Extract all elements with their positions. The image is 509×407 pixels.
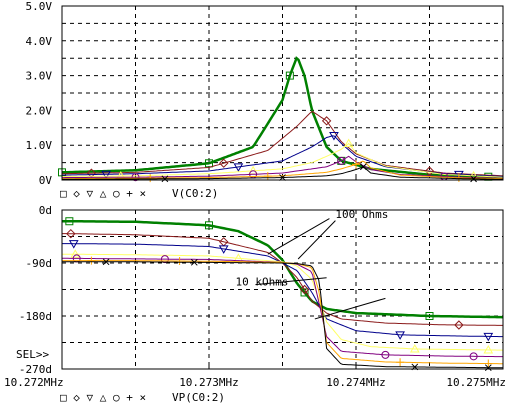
lower-series-4-marker — [409, 343, 420, 353]
upper-series-3-marker — [101, 170, 111, 180]
lower-series-7-marker — [102, 258, 110, 266]
upper-series-6-marker — [146, 174, 155, 183]
lower-annotations: 100 Ohms 10 kOhms — [235, 208, 388, 320]
lower-y-tick-label: -270d — [19, 363, 52, 376]
lower-series-3-marker — [395, 331, 405, 340]
lower-y-tick-label: -90d — [26, 257, 53, 270]
upper-series-1-marker — [285, 71, 294, 80]
x-tick-label: 10.272MHz — [4, 376, 64, 389]
lower-y-tick-labels: 0d -90d -180d -270d — [19, 204, 52, 376]
lower-series-5-marker — [469, 352, 478, 361]
lower-series-2-marker — [299, 284, 310, 295]
upper-series-2-marker — [218, 158, 229, 168]
upper-grid — [61, 6, 504, 180]
upper-y-tick-label: 3.0V — [26, 70, 53, 83]
annotation-label: 10 kOhms — [235, 275, 288, 288]
x-tick-labels: 10.272MHz 10.273MHz 10.274MHz 10.275MHz — [4, 376, 506, 389]
upper-series-5-line — [62, 155, 504, 179]
upper-y-tick-label: 1.0V — [26, 139, 53, 152]
upper-series-1-marker — [205, 159, 213, 168]
lower-series-6-marker — [87, 256, 96, 265]
upper-series-6-marker — [352, 160, 360, 169]
upper-series-4-line — [62, 142, 504, 178]
upper-series-7-marker — [359, 163, 367, 171]
lower-legend-markers: □ ◇ ▽ △ ○ + × — [60, 391, 146, 404]
lower-series-2-marker — [66, 228, 76, 239]
upper-series-5-marker — [131, 173, 140, 182]
upper-series-5-marker — [337, 156, 346, 165]
upper-y-tick-label: 2.0V — [26, 104, 53, 117]
lower-series-1-marker — [205, 221, 213, 230]
lower-series-6-marker — [484, 359, 493, 368]
lower-series-5-marker — [381, 350, 390, 359]
annotation-arrow — [314, 297, 386, 320]
upper-y-tick-label: 0V — [39, 174, 53, 187]
lower-series-3-marker — [68, 240, 79, 249]
lower-series-4-marker — [483, 344, 494, 354]
lower-series-7-line — [62, 261, 503, 369]
lower-series-1-marker — [425, 312, 434, 320]
upper-legend-markers: □ ◇ ▽ △ ○ + × — [60, 187, 146, 200]
lower-series-1-marker — [65, 217, 74, 226]
x-tick-label: 10.274MHz — [326, 376, 386, 389]
upper-series-2-marker — [424, 166, 435, 176]
annotation-arrow — [267, 218, 330, 255]
upper-series-6-marker — [263, 172, 272, 181]
lower-series-6-marker — [175, 256, 184, 265]
upper-legend-label: V(C0:2) — [172, 187, 218, 200]
lower-series-7-marker — [484, 364, 492, 372]
lower-legend[interactable]: □ ◇ ▽ △ ○ + × VP(C0:2) — [60, 391, 225, 404]
lower-legend-label: VP(C0:2) — [172, 391, 225, 404]
upper-series-7-marker — [470, 175, 477, 183]
upper-series-2-marker — [321, 116, 332, 126]
lower-series-6-line — [62, 260, 503, 365]
lower-series-1-line — [62, 219, 504, 319]
annotation-arrow — [297, 220, 336, 260]
lower-frame — [61, 209, 504, 370]
upper-y-tick-label: 5.0V — [26, 0, 53, 13]
upper-series — [58, 56, 504, 183]
annotation-arrow — [255, 277, 327, 286]
lower-series-4-line — [62, 253, 504, 351]
upper-panel: 0V 1.0V 2.0V 3.0V 4.0V 5.0V □ ◇ ▽ △ ○ + × V(C… — [26, 0, 504, 200]
upper-series-4-marker — [343, 138, 354, 147]
x-tick-label: 10.273MHz — [179, 376, 239, 389]
upper-series-3-marker — [233, 163, 244, 172]
lower-series-3-marker — [483, 332, 494, 342]
lower-series-6-marker — [396, 358, 405, 367]
lower-series-7-marker — [190, 258, 198, 266]
upper-y-tick-labels: 0V 1.0V 2.0V 3.0V 4.0V 5.0V — [26, 0, 53, 187]
lower-series-3-marker — [218, 245, 229, 254]
upper-series-3-marker — [329, 131, 339, 141]
lower-y-tick-label: 0d — [39, 204, 52, 217]
x-tick-label: 10.275MHz — [446, 376, 506, 389]
lower-grid — [61, 210, 504, 369]
upper-legend[interactable]: □ ◇ ▽ △ ○ + × V(C0:2) — [60, 187, 218, 200]
annotation-label: 100 Ohms — [335, 208, 388, 221]
upper-series-6-marker — [454, 173, 463, 182]
lower-series-5-marker — [160, 255, 169, 264]
upper-y-tick-label: 4.0V — [26, 35, 53, 48]
lower-series-4-marker — [70, 249, 81, 258]
upper-series-7-marker — [161, 175, 169, 183]
upper-series-6-line — [62, 160, 503, 180]
lower-series-2-marker — [454, 320, 464, 330]
upper-frame — [61, 5, 504, 181]
lower-y-tick-label: -180d — [19, 310, 52, 323]
lower-series — [62, 217, 504, 372]
selection-marker[interactable]: SEL>> — [16, 348, 49, 361]
upper-series-2-line — [62, 110, 504, 177]
